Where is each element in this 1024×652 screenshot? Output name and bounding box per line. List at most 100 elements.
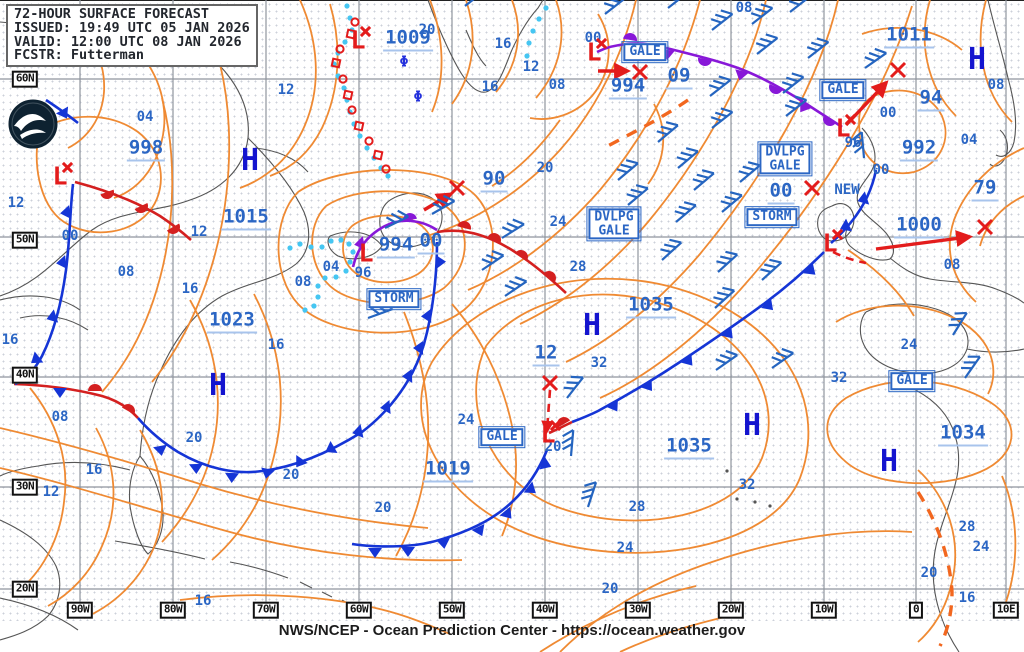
phi-symbol: Φ bbox=[399, 52, 409, 71]
front-symbol bbox=[523, 481, 536, 494]
front-symbol bbox=[471, 524, 485, 537]
front-line bbox=[351, 449, 549, 548]
wind-barb bbox=[384, 209, 409, 229]
movement-arrow bbox=[875, 230, 974, 251]
pressure-center-value: 1015 bbox=[221, 207, 271, 231]
wind-barb bbox=[738, 161, 761, 183]
isobar-value-label: 04 bbox=[136, 109, 154, 125]
forecast-position-x bbox=[889, 61, 907, 79]
wind-barb bbox=[715, 349, 738, 371]
pressure-center-value: 1011 bbox=[884, 25, 934, 49]
header-issued: ISSUED: 19:49 UTC 05 JAN 2026 bbox=[14, 19, 250, 36]
lat-label-30n: 30N bbox=[11, 478, 39, 496]
trough-dot-cyan bbox=[328, 238, 334, 244]
phi-symbol: Φ bbox=[413, 87, 423, 106]
noaa-logo bbox=[8, 99, 58, 149]
isobar-value-label: 20 bbox=[601, 581, 619, 597]
front-symbol bbox=[121, 404, 135, 415]
pressure-center-value: 1034 bbox=[938, 423, 988, 447]
isobar-value-label: 20 bbox=[536, 160, 554, 176]
low-crossed-x bbox=[831, 229, 842, 240]
isobar bbox=[269, 3, 339, 177]
trough-dot-cyan bbox=[341, 85, 347, 91]
wind-barb bbox=[603, 0, 627, 15]
isobar bbox=[311, 190, 466, 305]
isobar bbox=[495, 0, 519, 93]
map-graticule-background bbox=[0, 0, 1024, 621]
isobar-value-label: 00 bbox=[872, 162, 890, 178]
lon-label-10e: 10E bbox=[992, 601, 1020, 619]
isobar bbox=[917, 469, 957, 643]
trough-dot-cyan bbox=[302, 307, 308, 313]
isobar bbox=[277, 169, 494, 334]
island-dot bbox=[768, 504, 772, 508]
front-symbol bbox=[402, 369, 413, 383]
red-dashed-trough bbox=[832, 250, 867, 265]
front-line bbox=[351, 219, 438, 268]
wind-barb bbox=[616, 159, 639, 181]
coastline bbox=[0, 597, 79, 631]
isobar-value-label: 08 bbox=[987, 77, 1005, 93]
isobar bbox=[0, 467, 463, 562]
red-chain-circle bbox=[335, 44, 345, 54]
isobar-value-label: 16 bbox=[1, 332, 19, 348]
front-line bbox=[571, 251, 825, 424]
trough-dot-cyan bbox=[315, 283, 321, 289]
lon-label-70w: 70W bbox=[252, 601, 280, 619]
isobar-value-label: 08 bbox=[51, 409, 69, 425]
red-chain-square bbox=[353, 120, 365, 132]
isobar bbox=[451, 0, 474, 105]
isobar bbox=[565, 0, 839, 363]
isobar-value-label: 12 bbox=[42, 484, 60, 500]
isobar-value-label: 12 bbox=[190, 224, 208, 240]
pressure-center-value: 994 bbox=[608, 76, 648, 100]
isobar bbox=[475, 293, 770, 522]
lon-label-10w: 10W bbox=[810, 601, 838, 619]
pressure-center-value: 1000 bbox=[894, 215, 944, 239]
front-symbol bbox=[225, 472, 239, 483]
wind-barb bbox=[674, 201, 697, 223]
isobar-value-label: 20 bbox=[920, 565, 938, 581]
isobar-value-label: 00 bbox=[61, 228, 79, 244]
pressure-center-value: 79 bbox=[971, 178, 999, 202]
isobar bbox=[420, 277, 810, 554]
isobar-value-label: 12 bbox=[277, 82, 295, 98]
wind-barb bbox=[660, 238, 683, 261]
isobar bbox=[83, 429, 163, 619]
isobar-value-label: 12 bbox=[522, 59, 540, 75]
red-dashed-trough bbox=[541, 389, 555, 434]
coastline bbox=[845, 127, 895, 261]
red-chain-square bbox=[342, 89, 354, 101]
isobar-value-label: 24 bbox=[457, 412, 475, 428]
front-symbol bbox=[189, 463, 203, 474]
trough-dot-cyan bbox=[530, 28, 536, 34]
coastline bbox=[987, 0, 1017, 157]
wind-barb bbox=[656, 121, 679, 143]
pressure-center-value: 09 bbox=[665, 66, 693, 90]
front-symbol bbox=[623, 33, 637, 42]
high-pressure-symbol: H bbox=[967, 42, 987, 77]
header-title: 72-HOUR SURFACE FORECAST bbox=[14, 6, 210, 22]
wind-barb bbox=[580, 481, 598, 508]
warning-box-gale: GALE bbox=[478, 426, 526, 448]
red-chain-circle bbox=[364, 136, 374, 146]
isobar bbox=[979, 0, 1013, 123]
front-symbol bbox=[769, 84, 783, 94]
trough-dot-cyan bbox=[524, 53, 530, 59]
wind-barb bbox=[851, 131, 866, 159]
isobar-value-label: 08 bbox=[294, 274, 312, 290]
forecast-position-x bbox=[976, 218, 994, 236]
isobar-value-label: 20 bbox=[544, 439, 562, 455]
front-symbol bbox=[823, 114, 836, 126]
trough-dot-cyan bbox=[315, 294, 321, 300]
lat-label-60n: 60N bbox=[11, 70, 39, 88]
lat-label-50n: 50N bbox=[11, 231, 39, 249]
wind-barb bbox=[864, 47, 887, 69]
wind-barb bbox=[755, 33, 779, 55]
isobar bbox=[491, 119, 561, 187]
wind-barb bbox=[750, 3, 774, 25]
wind-barb bbox=[504, 276, 528, 297]
lon-label-80w: 80W bbox=[159, 601, 187, 619]
trough-dot-cyan bbox=[350, 249, 356, 255]
coastline bbox=[254, 147, 309, 173]
